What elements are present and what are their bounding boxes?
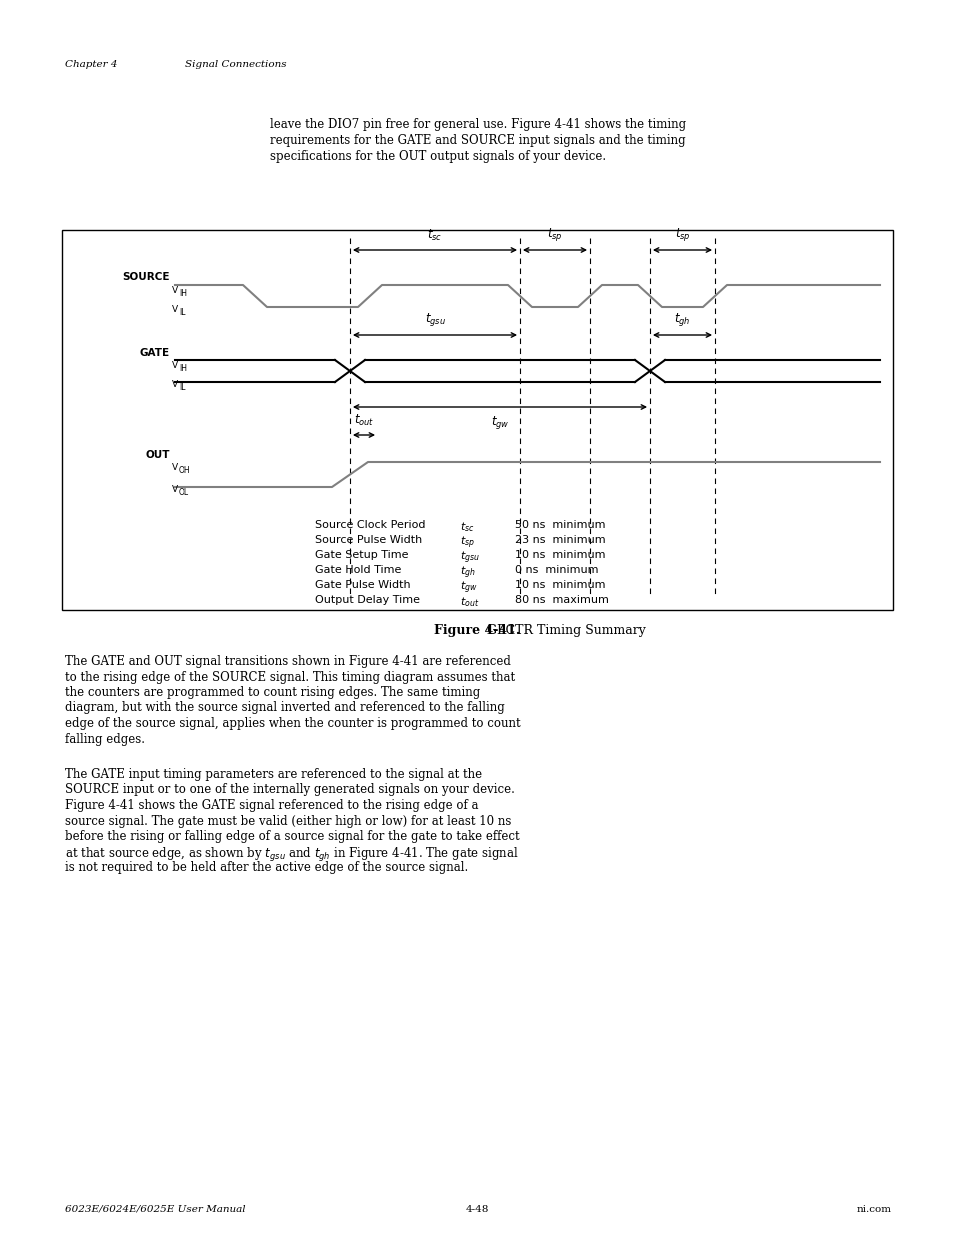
Text: $t_{out}$: $t_{out}$	[459, 595, 478, 609]
Text: V: V	[172, 287, 178, 295]
Text: V: V	[172, 485, 178, 494]
Text: SOURCE: SOURCE	[122, 272, 170, 282]
Text: edge of the source signal, applies when the counter is programmed to count: edge of the source signal, applies when …	[65, 718, 520, 730]
Text: $t_{gh}$: $t_{gh}$	[459, 564, 476, 582]
Text: V: V	[172, 361, 178, 370]
Text: Source Clock Period: Source Clock Period	[314, 520, 425, 530]
Text: IH: IH	[179, 289, 187, 298]
Text: diagram, but with the source signal inverted and referenced to the falling: diagram, but with the source signal inve…	[65, 701, 504, 715]
Text: Gate Setup Time: Gate Setup Time	[314, 550, 408, 559]
Text: Chapter 4: Chapter 4	[65, 61, 117, 69]
Text: Figure 4-41 shows the GATE signal referenced to the rising edge of a: Figure 4-41 shows the GATE signal refere…	[65, 799, 478, 811]
Text: to the rising edge of the SOURCE signal. This timing diagram assumes that: to the rising edge of the SOURCE signal.…	[65, 671, 515, 683]
Text: $t_{out}$: $t_{out}$	[354, 412, 374, 429]
Text: the counters are programmed to count rising edges. The same timing: the counters are programmed to count ris…	[65, 685, 479, 699]
Text: $t_{gsu}$: $t_{gsu}$	[424, 311, 445, 329]
Text: ni.com: ni.com	[856, 1205, 891, 1214]
Text: $t_{sp}$: $t_{sp}$	[674, 226, 690, 243]
Text: $t_{sc}$: $t_{sc}$	[459, 520, 474, 534]
Text: 80 ns  maximum: 80 ns maximum	[515, 595, 608, 605]
Text: before the rising or falling edge of a source signal for the gate to take effect: before the rising or falling edge of a s…	[65, 830, 519, 844]
Text: at that source edge, as shown by $t_{gsu}$ and $t_{gh}$ in Figure 4-41. The gate: at that source edge, as shown by $t_{gsu…	[65, 846, 518, 863]
Text: GATE: GATE	[140, 348, 170, 358]
Text: $t_{gh}$: $t_{gh}$	[674, 311, 690, 329]
Text: Gate Pulse Width: Gate Pulse Width	[314, 580, 410, 590]
Text: leave the DIO7 pin free for general use. Figure 4-41 shows the timing: leave the DIO7 pin free for general use.…	[270, 119, 685, 131]
Text: 6023E/6024E/6025E User Manual: 6023E/6024E/6025E User Manual	[65, 1205, 245, 1214]
Text: 10 ns  minimum: 10 ns minimum	[515, 580, 605, 590]
Bar	[62, 230, 892, 610]
Text: V: V	[172, 380, 178, 389]
Text: 10 ns  minimum: 10 ns minimum	[515, 550, 605, 559]
Text: Signal Connections: Signal Connections	[185, 61, 286, 69]
Text: $t_{gw}$: $t_{gw}$	[459, 580, 477, 597]
Text: $t_{gsu}$: $t_{gsu}$	[459, 550, 479, 567]
Text: $t_{sp}$: $t_{sp}$	[547, 226, 562, 243]
Text: IH: IH	[179, 364, 187, 373]
Text: GPCTR Timing Summary: GPCTR Timing Summary	[478, 624, 645, 637]
Text: OH: OH	[179, 466, 191, 475]
Text: $t_{sp}$: $t_{sp}$	[459, 535, 475, 551]
Text: The GATE input timing parameters are referenced to the signal at the: The GATE input timing parameters are ref…	[65, 768, 481, 781]
Text: 4-48: 4-48	[465, 1205, 488, 1214]
Text: Source Pulse Width: Source Pulse Width	[314, 535, 422, 545]
Text: falling edges.: falling edges.	[65, 732, 145, 746]
Text: SOURCE input or to one of the internally generated signals on your device.: SOURCE input or to one of the internally…	[65, 783, 515, 797]
Text: 0 ns  minimum: 0 ns minimum	[515, 564, 598, 576]
Text: 50 ns  minimum: 50 ns minimum	[515, 520, 605, 530]
Text: Figure 4-41.: Figure 4-41.	[434, 624, 519, 637]
Text: IL: IL	[179, 383, 185, 391]
Text: The GATE and OUT signal transitions shown in Figure 4-41 are referenced: The GATE and OUT signal transitions show…	[65, 655, 511, 668]
Text: is not required to be held after the active edge of the source signal.: is not required to be held after the act…	[65, 861, 468, 874]
Text: $t_{sc}$: $t_{sc}$	[427, 228, 442, 243]
Text: V: V	[172, 463, 178, 472]
Text: Gate Hold Time: Gate Hold Time	[314, 564, 401, 576]
Text: specifications for the OUT output signals of your device.: specifications for the OUT output signal…	[270, 149, 605, 163]
Text: requirements for the GATE and SOURCE input signals and the timing: requirements for the GATE and SOURCE inp…	[270, 135, 685, 147]
Text: V: V	[172, 305, 178, 314]
Text: Output Delay Time: Output Delay Time	[314, 595, 419, 605]
Text: source signal. The gate must be valid (either high or low) for at least 10 ns: source signal. The gate must be valid (e…	[65, 815, 511, 827]
Text: OL: OL	[179, 488, 189, 496]
Text: 23 ns  minimum: 23 ns minimum	[515, 535, 605, 545]
Text: $t_{gw}$: $t_{gw}$	[490, 414, 509, 431]
Text: IL: IL	[179, 308, 185, 317]
Text: OUT: OUT	[146, 450, 170, 459]
